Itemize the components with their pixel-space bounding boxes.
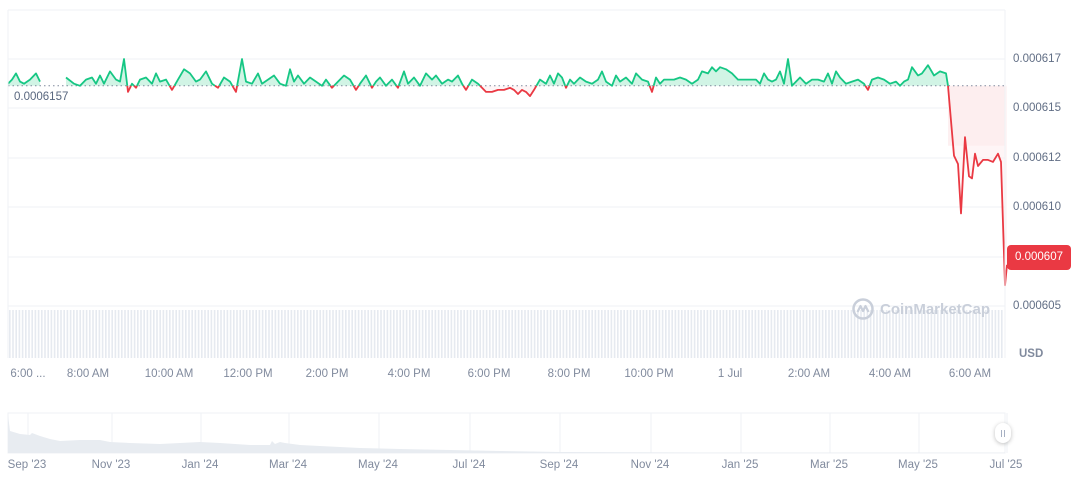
navigator-history-area	[8, 415, 1005, 453]
navigator-tick-label: Mar '24	[269, 459, 307, 471]
volume-bars	[9, 310, 1003, 358]
navigator-tick-label: Jan '24	[181, 459, 219, 471]
navigator-range-handle[interactable]	[995, 423, 1011, 443]
navigator-tick-label: Jul '24	[452, 459, 486, 471]
range-navigator[interactable]	[0, 405, 1072, 460]
x-tick-label: 6:00 PM	[467, 368, 511, 380]
coinmarketcap-watermark: CoinMarketCap	[852, 298, 990, 320]
price-lines	[7, 58, 1008, 287]
x-tick-label: 2:00 AM	[787, 368, 831, 380]
y-tick-label: 0.000610	[1013, 201, 1061, 213]
price-chart[interactable]	[0, 0, 1072, 400]
watermark-text: CoinMarketCap	[880, 300, 991, 318]
x-tick-label: 2:00 PM	[305, 368, 349, 380]
navigator-tick-label: Jul '25	[989, 459, 1023, 471]
navigator-tick-label: Mar '25	[810, 459, 848, 471]
grip-line-icon	[1001, 429, 1002, 437]
navigator-tick-label: May '24	[358, 459, 398, 471]
navigator-tick-label: Nov '23	[91, 459, 131, 471]
x-tick-label: 4:00 PM	[387, 368, 431, 380]
x-tick-label: 8:00 PM	[547, 368, 591, 380]
x-tick-label: 10:00 PM	[624, 368, 674, 380]
baseline-price-label: 0.0006157	[13, 91, 70, 103]
navigator-tick-label: Nov '24	[630, 459, 670, 471]
price-area-fills	[8, 59, 1007, 286]
y-tick-label: 0.000615	[1013, 102, 1061, 114]
x-tick-label: 8:00 AM	[66, 368, 110, 380]
grip-line-icon	[1004, 429, 1005, 437]
x-tick-label: 12:00 PM	[223, 368, 273, 380]
y-tick-label: 0.000605	[1013, 300, 1061, 312]
y-axis-currency-label: USD	[1019, 348, 1044, 360]
navigator-tick-label: Sep '23	[7, 459, 47, 471]
current-price-badge: 0.000607	[1007, 245, 1071, 270]
x-tick-label: 4:00 AM	[868, 368, 912, 380]
x-tick-label: 10:00 AM	[144, 368, 194, 380]
x-tick-label: 6:00 ...	[10, 368, 46, 380]
y-tick-label: 0.000617	[1013, 53, 1061, 65]
navigator-tick-label: May '25	[898, 459, 938, 471]
x-tick-label: 1 Jul	[717, 368, 743, 380]
grid-lines	[8, 9, 1005, 307]
x-tick-label: 6:00 AM	[948, 368, 992, 380]
coinmarketcap-logo-icon	[852, 298, 874, 320]
y-tick-label: 0.000612	[1013, 152, 1061, 164]
navigator-tick-label: Sep '24	[539, 459, 579, 471]
navigator-tick-label: Jan '25	[721, 459, 759, 471]
